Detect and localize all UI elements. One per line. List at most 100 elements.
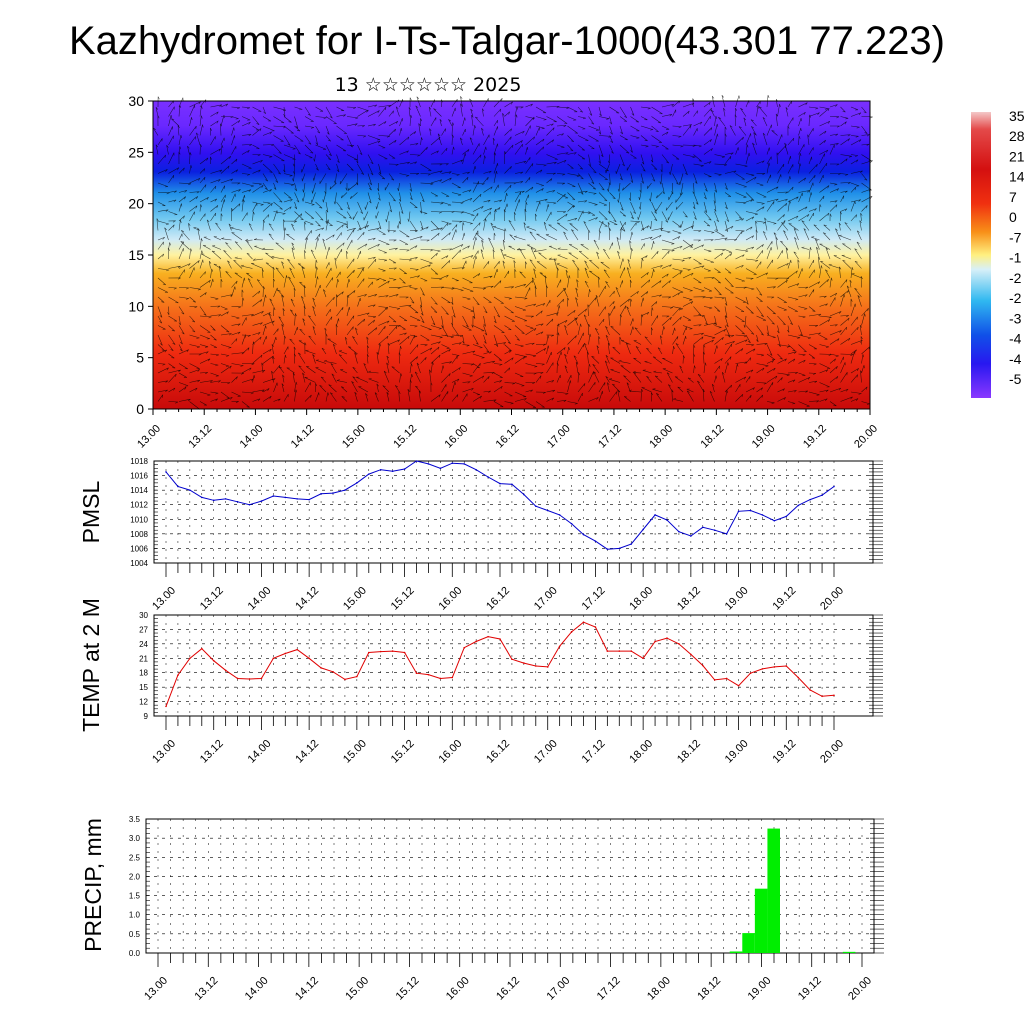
x-tick-label: 18.12 <box>695 975 723 1003</box>
x-tick-label: 20.00 <box>818 585 846 613</box>
x-tick-label: 14.12 <box>293 738 321 766</box>
y-tick-label: 1014 <box>130 486 148 495</box>
temp-point <box>511 658 513 661</box>
colorbar: 35 28 21 14 7 0 -7 -1 -2 -2 -3 -4 -4 -5 <box>971 108 1024 398</box>
field-x-tick-label: 18.12 <box>699 423 727 451</box>
temp-point <box>499 638 501 640</box>
temp-point <box>189 657 191 660</box>
precip-bar <box>754 888 768 953</box>
plot-frame <box>153 614 874 717</box>
pmsl-point <box>260 500 263 502</box>
pmsl-point <box>332 492 334 494</box>
y-tick-label: 21 <box>139 654 148 663</box>
colorbar-label: 28 <box>1009 128 1024 144</box>
plot-frame <box>153 460 874 564</box>
field-y-tick-label: 15 <box>128 247 144 263</box>
pmsl-point <box>272 495 275 497</box>
pmsl-point <box>379 468 382 471</box>
x-tick-label: 15.12 <box>389 738 417 766</box>
temp-point <box>344 678 346 681</box>
temp-point <box>725 677 728 680</box>
y-tick-label: 15 <box>139 683 148 692</box>
temp-point <box>821 695 823 698</box>
y-tick-label: 3.5 <box>129 815 141 824</box>
pmsl-point <box>296 498 299 500</box>
chart-title: Kazhydromet for I-Ts-Talgar-1000(43.301 … <box>69 19 945 63</box>
x-tick-label: 15.12 <box>389 585 417 613</box>
colorbar-label: 35 <box>1009 108 1024 124</box>
x-tick-label: 18.00 <box>627 738 655 766</box>
pmsl-point <box>200 496 203 499</box>
y-tick-label: 1016 <box>130 472 148 481</box>
colorbar-label: -4 <box>1009 331 1022 347</box>
colorbar-label: 7 <box>1009 189 1017 205</box>
pmsl-point <box>678 530 680 533</box>
x-tick-label: 18.12 <box>675 585 703 613</box>
temp-point <box>475 640 477 643</box>
x-tick-label: 14.00 <box>243 975 271 1003</box>
temp-point <box>308 657 310 660</box>
x-tick-label: 18.00 <box>627 585 655 613</box>
y-tick-label: 24 <box>139 640 148 649</box>
temp-point <box>427 673 430 676</box>
pmsl-point <box>403 468 406 470</box>
field-x-tick-label: 19.12 <box>801 423 829 451</box>
pmsl-point <box>189 489 191 491</box>
field-x-tick-label: 16.00 <box>442 423 470 451</box>
pmsl-point <box>642 528 644 531</box>
x-tick-label: 17.12 <box>580 738 608 766</box>
x-tick-label: 20.00 <box>846 975 874 1003</box>
pmsl-point <box>666 519 668 521</box>
precip-bar <box>729 951 743 953</box>
pmsl-point <box>427 463 430 465</box>
x-tick-label: 19.12 <box>796 975 824 1003</box>
pmsl-point <box>797 504 800 507</box>
pmsl-point <box>487 476 489 478</box>
pmsl-point <box>773 519 776 522</box>
pmsl-point <box>630 543 633 545</box>
temp-point <box>451 676 454 679</box>
colorbar-label: -1 <box>1009 250 1022 266</box>
pmsl-point <box>344 489 346 491</box>
temp-point <box>713 679 716 681</box>
x-tick-label: 13.12 <box>192 975 220 1003</box>
temp-point <box>391 650 394 652</box>
pmsl-point <box>558 514 561 516</box>
pmsl-point <box>499 482 501 485</box>
pmsl-point <box>725 533 728 535</box>
x-tick-label: 13.00 <box>150 585 178 613</box>
y-tick-label: 27 <box>139 625 148 634</box>
wind-arrows <box>152 94 873 410</box>
temp-point <box>833 694 835 697</box>
temp-point <box>367 651 370 654</box>
colorbar-label: 0 <box>1009 209 1017 225</box>
x-tick-label: 14.00 <box>246 585 274 613</box>
pmsl-point <box>212 499 215 502</box>
x-tick-label: 16.12 <box>494 975 522 1003</box>
pmsl-point <box>701 526 704 529</box>
temp-point <box>200 647 203 650</box>
temp-point <box>797 676 800 679</box>
x-tick-label: 16.00 <box>436 738 464 766</box>
pmsl-panel: PMSL 1004 1006 1008 1010 1012 1014 1016 1018 13.… <box>78 457 883 613</box>
pmsl-point <box>415 460 418 462</box>
temp-point <box>606 650 609 652</box>
y-tick-label: 0.5 <box>129 930 141 939</box>
x-tick-label: 18.12 <box>675 738 703 766</box>
x-tick-label: 15.00 <box>341 738 369 766</box>
field-x-tick-label: 15.00 <box>340 423 368 451</box>
temp-point <box>523 662 525 664</box>
x-tick-label: 17.12 <box>580 585 608 613</box>
temp-axis-label: TEMP at 2 M <box>78 598 104 732</box>
precip-bar <box>742 933 755 953</box>
temp-point <box>654 640 656 643</box>
y-tick-label: 2.0 <box>129 872 141 881</box>
temp-point <box>618 650 621 652</box>
colorbar-label: -4 <box>1009 351 1022 367</box>
temp-panel: TEMP at 2 M 9 12 15 18 21 24 27 30 13.00 13.12 14.… <box>78 598 883 766</box>
x-tick-label: 16.00 <box>444 975 472 1003</box>
temp-point <box>439 677 442 680</box>
x-tick-label: 14.12 <box>293 975 321 1003</box>
temp-point <box>678 643 680 645</box>
precip-axis-label: PRECIP, mm <box>80 818 106 952</box>
